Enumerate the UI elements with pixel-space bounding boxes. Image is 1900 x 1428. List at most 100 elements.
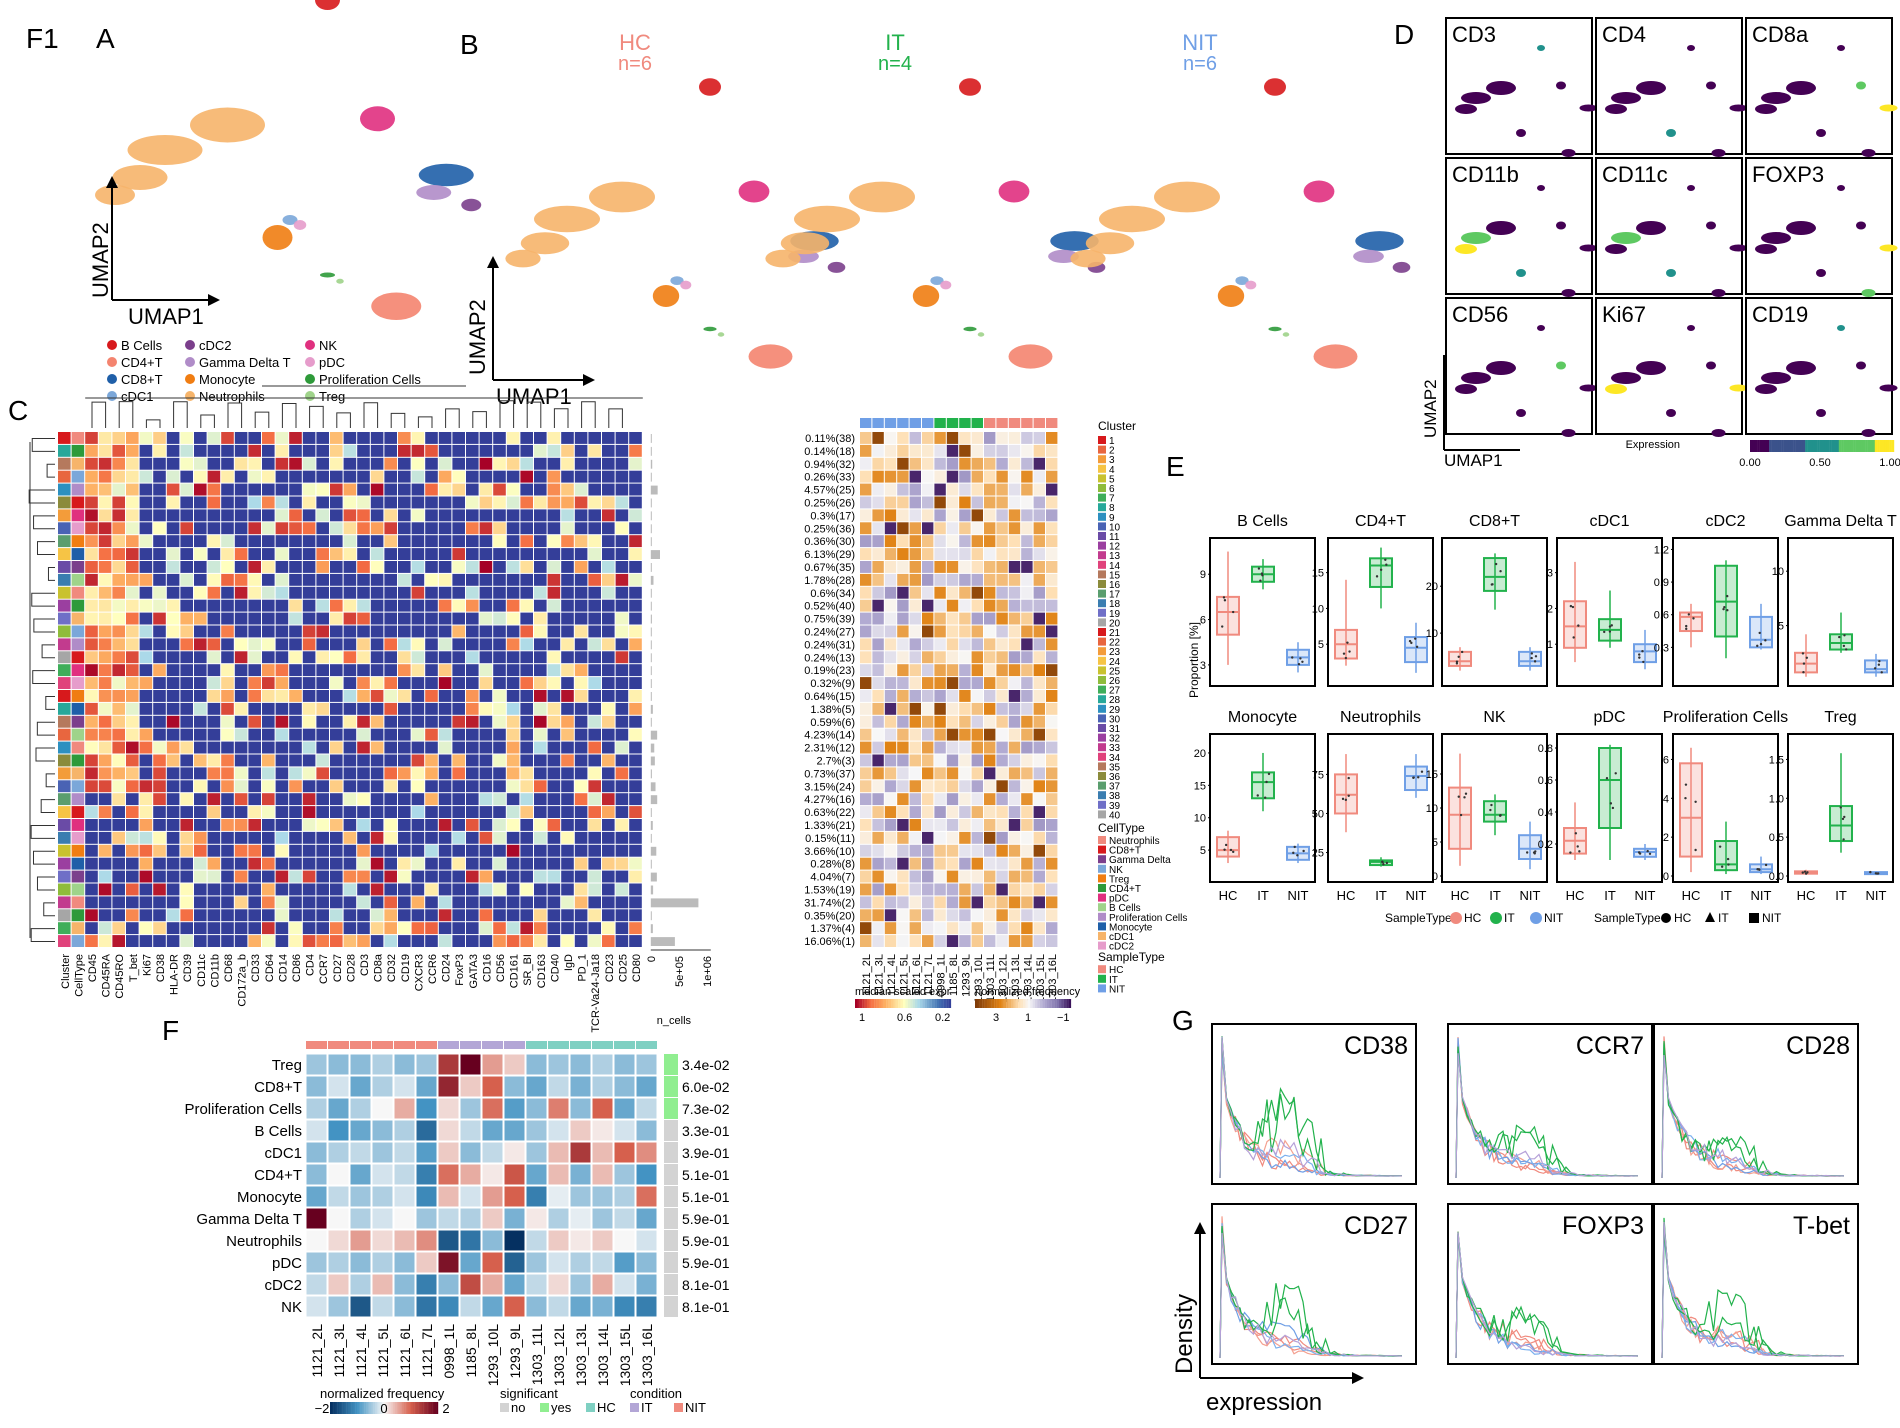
heatmap-c-cell: [302, 651, 316, 664]
heatmap-c-cell: [574, 857, 588, 870]
density-ylabel: Density: [1171, 1294, 1198, 1374]
heatmap-c-cell: [493, 548, 506, 560]
heatmap-c-cell: [561, 741, 574, 754]
heatmap-c-cell: [534, 793, 547, 806]
frequency-cell: [897, 728, 909, 741]
heatmap-c-cell: [370, 780, 384, 793]
boxplot-ytick: 1.5: [1769, 754, 1784, 766]
frequency-cell: [959, 819, 971, 831]
heatmap-c-cell: [207, 638, 221, 651]
heatmap-c-cell: [71, 509, 85, 522]
cluster-legend-swatch: [1098, 676, 1106, 684]
heatmap-f-cell: [349, 1075, 372, 1098]
heatmap-c-cell: [221, 561, 234, 573]
frequency-cell: [884, 664, 897, 677]
heatmap-c-cell: [588, 883, 601, 896]
heatmap-c-cell: [180, 599, 193, 612]
heatmap-f-cell: [591, 1185, 614, 1208]
heatmap-c-cell: [289, 509, 302, 522]
heatmap-c-cell: [139, 573, 153, 586]
heatmap-c-cell: [466, 702, 479, 715]
heatmap-c-cell: [629, 432, 642, 444]
boxplot-title: Proliferation Cells: [1663, 709, 1788, 726]
heatmap-c-cell: [139, 548, 153, 560]
frequency-cell: [996, 857, 1008, 870]
frequency-cell: [909, 625, 921, 638]
heatmap-c-cell: [357, 922, 370, 935]
freq-f-colorbar: [432, 1402, 435, 1414]
heatmap-c-cell: [479, 754, 493, 767]
sampletype-bar: [959, 418, 971, 428]
heatmap-c-cell: [466, 715, 479, 728]
frequency-cell: [860, 496, 872, 509]
frequency-cell: [946, 896, 959, 909]
frequency-cell: [971, 496, 983, 509]
heatmap-f-cell: [591, 1295, 614, 1318]
heatmap-c-cell: [493, 535, 506, 548]
heatmap-c-cell: [574, 819, 588, 831]
heatmap-c-cell: [615, 573, 629, 586]
heatmap-c-cell: [98, 483, 112, 496]
umap-d-cluster: [1666, 269, 1676, 277]
heatmap-c-cell: [98, 677, 112, 689]
heatmap-c-cell: [234, 857, 248, 870]
condition-bar: [504, 1041, 525, 1049]
heatmap-c-cell: [479, 573, 493, 586]
freq-f-colorbar: [340, 1402, 343, 1414]
pvalue-label: 5.9e-01: [682, 1211, 730, 1227]
heatmap-c-cell: [398, 896, 411, 909]
heatmap-c-cell: [316, 793, 329, 806]
heatmap-c-cell: [234, 444, 248, 457]
heatmap-c-cell: [194, 638, 207, 651]
heatmap-c-cell: [248, 548, 261, 560]
heatmap-c-cell: [384, 819, 397, 831]
heatmap-c-cell: [370, 728, 384, 741]
heatmap-c-cell: [302, 819, 316, 831]
legend-a-label: cDC2: [199, 338, 232, 353]
umap-b-hc-cluster-cdc1: [670, 276, 684, 285]
frequency-cell: [909, 806, 921, 818]
boxplot-box: [1679, 762, 1703, 858]
heatmap-c-cell: [343, 922, 357, 935]
heatmap-c-cell: [602, 612, 615, 625]
umap-b-nit-cluster-neutrophils: [1070, 181, 1220, 268]
heatmap-c-cell: [71, 767, 85, 780]
heatmap-c-cell: [479, 780, 493, 793]
sig-legend-swatch: [540, 1403, 549, 1412]
heatmap-c-col-label: CXCR3: [413, 954, 425, 991]
heatmap-c-cell: [357, 690, 370, 702]
heatmap-c-cell: [561, 883, 574, 896]
frequency-cell: [1021, 819, 1033, 831]
sampletype-bar: [996, 418, 1008, 428]
umap-a-cluster-nk: [360, 106, 395, 132]
heatmap-c-cell: [166, 690, 180, 702]
frequency-cell: [959, 612, 971, 625]
boxplot-point: [1685, 624, 1688, 628]
heatmap-c-cell: [574, 548, 588, 560]
heatmap-c-cell: [602, 573, 615, 586]
expr-colorbar: [946, 999, 949, 1008]
heatmap-c-cell: [248, 844, 261, 857]
heatmap-c-cell: [330, 922, 343, 935]
frequency-cell: [959, 728, 971, 741]
heatmap-c-cell: [547, 741, 561, 754]
frequency-cell: [872, 909, 884, 922]
heatmap-c-cell: [357, 780, 370, 793]
heatmap-c-cell: [248, 457, 261, 470]
heatmap-c-cell: [302, 677, 316, 689]
umap-d-cluster: [1605, 384, 1627, 394]
heatmap-c-cell: [289, 780, 302, 793]
heatmap-c-cell: [207, 432, 221, 444]
ncells-bar: [650, 550, 660, 559]
heatmap-c-cell: [58, 767, 71, 780]
boxplot-point: [1720, 865, 1724, 868]
heatmap-c-cell: [139, 935, 153, 947]
heatmap-c-cell: [85, 573, 98, 586]
heatmap-c-cell: [574, 909, 588, 922]
frequency-cell: [971, 754, 983, 767]
heatmap-c-cell: [479, 586, 493, 599]
heatmap-c-cell: [425, 844, 438, 857]
boxplot-point: [1878, 659, 1881, 663]
heatmap-c-cell: [588, 844, 601, 857]
